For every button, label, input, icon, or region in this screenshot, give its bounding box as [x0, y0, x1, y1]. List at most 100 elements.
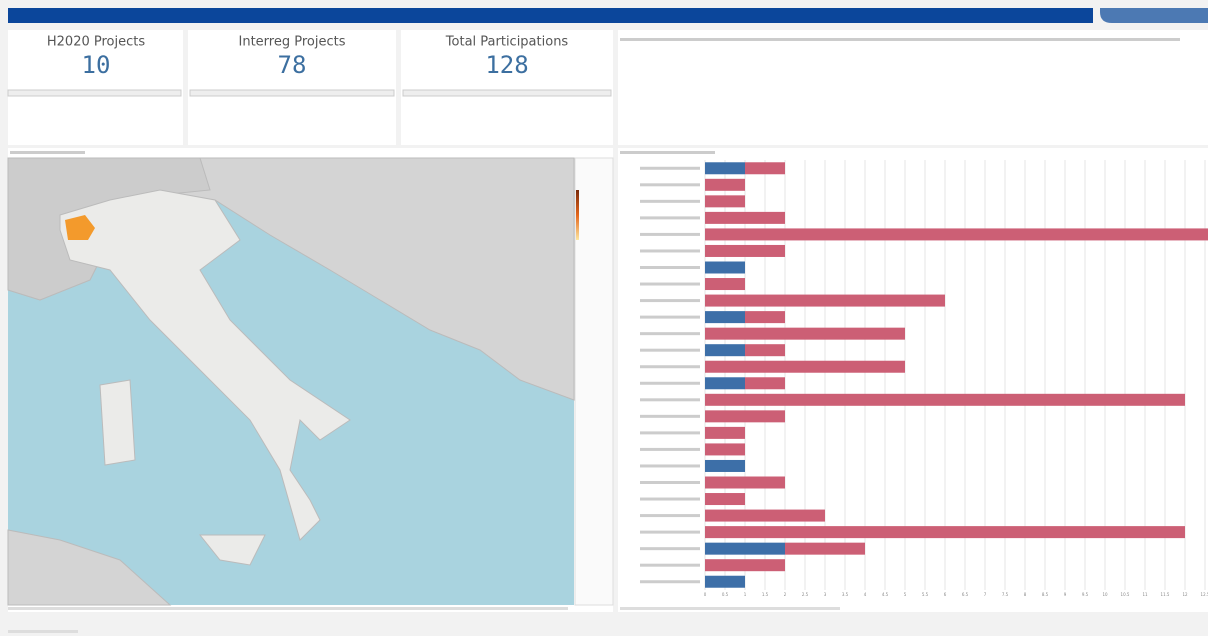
kpi-button[interactable]: [7, 89, 182, 97]
bar: [705, 261, 745, 274]
x-tick-label: 9.5: [1082, 592, 1089, 597]
bar: [705, 476, 785, 489]
x-tick-label: 12.5: [1201, 592, 1208, 597]
bar: [705, 162, 745, 175]
x-tick-label: 4: [864, 592, 867, 597]
x-tick-label: 8: [1024, 592, 1027, 597]
page-footnote: [8, 630, 78, 633]
x-tick-label: 5: [904, 592, 907, 597]
map-footnote: [8, 607, 568, 610]
chart-title: [620, 151, 715, 154]
bar: [705, 410, 785, 423]
x-tick-label: 7: [984, 592, 987, 597]
bar: [705, 294, 945, 307]
bar: [705, 393, 1185, 406]
category-label: [640, 497, 700, 501]
bar: [705, 211, 785, 224]
x-tick-label: 0: [704, 592, 707, 597]
kpi-value: 78: [278, 51, 307, 79]
bar: [705, 575, 745, 588]
description-panel: [618, 30, 1208, 145]
kpi-value: 128: [485, 51, 528, 79]
description-text: [620, 38, 1180, 41]
category-label: [640, 580, 700, 584]
bar: [705, 509, 825, 522]
category-label: [640, 547, 700, 551]
bar: [745, 311, 785, 324]
category-label: [640, 447, 700, 451]
x-tick-label: 6: [944, 592, 947, 597]
x-tick-label: 10: [1102, 592, 1108, 597]
kpi-value: 10: [82, 51, 111, 79]
map-title: [10, 151, 85, 154]
category-label: [640, 332, 700, 336]
region-highlight[interactable]: [65, 215, 95, 240]
category-label: [640, 315, 700, 319]
top-bar: [8, 8, 1093, 23]
kpi-label: Interreg Projects: [239, 35, 346, 50]
kpi-button[interactable]: [189, 89, 395, 97]
bar: [705, 195, 745, 208]
kpi-label: Total Participations: [445, 35, 569, 50]
x-tick-label: 11: [1142, 592, 1148, 597]
category-label: [640, 464, 700, 468]
bar: [745, 162, 785, 175]
bar: [705, 493, 745, 506]
italy: [59, 189, 351, 541]
category-label: [640, 183, 700, 187]
category-label: [640, 232, 700, 236]
kpi-panel: [8, 30, 183, 145]
category-label: [640, 563, 700, 567]
bar: [745, 344, 785, 357]
bar: [705, 278, 745, 291]
x-tick-label: 3: [824, 592, 827, 597]
chart-footnote: [620, 607, 840, 610]
category-label: [640, 481, 700, 484]
x-tick-label: 2: [784, 592, 787, 597]
x-tick-label: 3.5: [842, 592, 849, 597]
x-tick-label: 12: [1182, 592, 1188, 597]
x-tick-label: 10.5: [1121, 592, 1130, 597]
x-tick-label: 6.5: [962, 592, 969, 597]
sicily: [198, 534, 266, 566]
bar: [705, 426, 745, 439]
category-label: [640, 381, 700, 385]
x-tick-label: 4.5: [882, 592, 889, 597]
category-label: [640, 282, 700, 286]
bar: [785, 542, 865, 555]
plot: 0 0.5 1 1.5 2 2.5 3 3.5 4 4.5 5 5.5 6 6.5 7 7.5 8 8.5 9 9.5…: [640, 160, 1208, 597]
category-label: [640, 348, 700, 352]
bar: [705, 244, 785, 257]
category-label: [640, 514, 700, 518]
bar: [705, 377, 745, 390]
category-label: [640, 166, 700, 170]
bar: [705, 459, 745, 472]
bar: [705, 228, 1208, 241]
bar: [705, 311, 745, 324]
bar: [705, 178, 745, 191]
x-tick-label: 1.5: [762, 592, 769, 597]
x-tick-label: 8.5: [1042, 592, 1049, 597]
top-tab[interactable]: [1100, 8, 1208, 23]
color-scale: [576, 190, 579, 240]
bar: [705, 443, 745, 456]
bar: [705, 542, 785, 555]
x-tick-label: 2.5: [802, 592, 809, 597]
kpi-panel: [188, 30, 396, 145]
map-legend: [574, 157, 614, 606]
x-tick-label: 0.5: [722, 592, 729, 597]
category-label: [640, 216, 700, 220]
bar: [705, 327, 905, 340]
bar: [705, 526, 1185, 539]
bar: [745, 377, 785, 390]
category-label: [640, 266, 700, 269]
kpi-button[interactable]: [402, 89, 612, 97]
x-tick-label: 1: [744, 592, 747, 597]
bar: [705, 559, 785, 572]
category-label: [640, 249, 700, 253]
category-label: [640, 414, 700, 418]
bar: [705, 344, 745, 357]
sardinia: [99, 379, 136, 466]
